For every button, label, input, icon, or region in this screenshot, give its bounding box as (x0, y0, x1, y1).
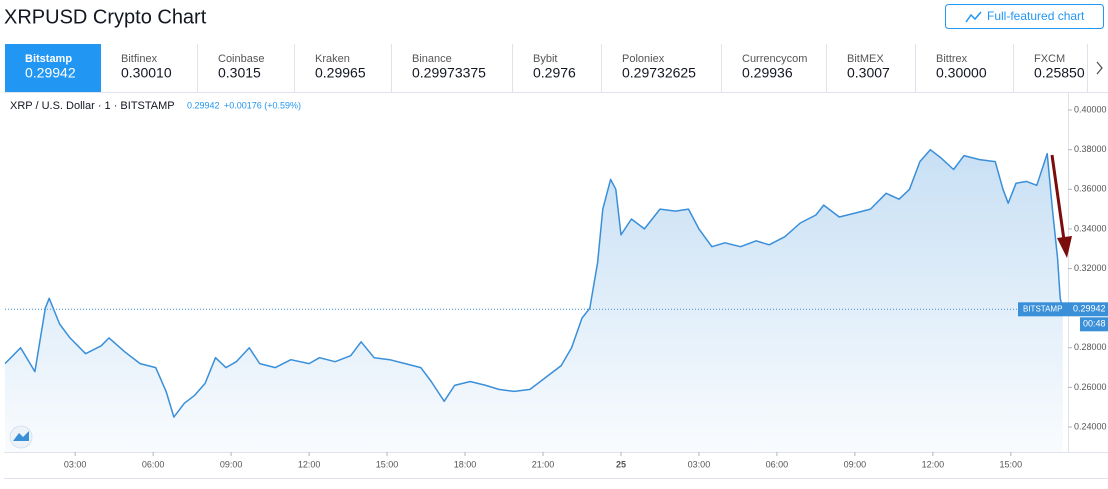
tab-price: 0.25850 (1034, 65, 1085, 81)
tab-name: Bybit (533, 53, 557, 65)
header-price: 0.29942 (187, 100, 220, 110)
tab-name: Binance (412, 53, 452, 65)
tab-name: BitMEX (847, 53, 884, 65)
tab-price: 0.2976 (533, 65, 576, 81)
x-tick-label: 09:00 (844, 459, 867, 469)
exchange-tab[interactable] (602, 44, 722, 92)
price-label-value: 0.29942 (1073, 304, 1106, 314)
y-tick-label: 0.26000 (1074, 382, 1107, 392)
x-tick-label: 03:00 (64, 459, 87, 469)
tab-name: Coinbase (218, 53, 264, 65)
x-tick-label: 15:00 (1000, 459, 1023, 469)
tab-name: Bittrex (936, 53, 968, 65)
annotation-arrow (1050, 154, 1072, 258)
x-tick-label: 06:00 (142, 459, 165, 469)
tab-name: Bitfinex (121, 53, 158, 65)
button-label[interactable]: Full-featured chart (987, 9, 1085, 23)
tabs-next-arrow[interactable] (1096, 61, 1103, 75)
price-label-bg (1018, 302, 1108, 317)
x-tick-label: 09:00 (220, 459, 243, 469)
y-tick-label: 0.36000 (1074, 184, 1107, 194)
exchange-tab[interactable] (1014, 44, 1088, 92)
tab-price: 0.3007 (847, 65, 890, 81)
tab-price: 0.29965 (315, 65, 366, 81)
x-tick-label: 15:00 (376, 459, 399, 469)
x-tick-label: 03:00 (688, 459, 711, 469)
exchange-tab[interactable] (722, 44, 827, 92)
tab-name: Currencycom (742, 53, 807, 65)
y-tick-label: 0.34000 (1074, 223, 1107, 233)
tab-name: Poloniex (622, 53, 665, 65)
y-tick-label: 0.40000 (1074, 104, 1107, 114)
y-tick-label: 0.32000 (1074, 263, 1107, 273)
tab-name: Bitstamp (25, 53, 72, 65)
page-title: XRPUSD Crypto Chart (4, 6, 207, 28)
exchange-tabs: Bitstamp0.29942Bitfinex0.30010Coinbase0.… (5, 44, 1088, 92)
x-tick-label: 12:00 (298, 459, 321, 469)
exchange-tab[interactable] (827, 44, 916, 92)
tab-price: 0.29942 (25, 65, 76, 81)
button-frame[interactable] (945, 4, 1104, 29)
header-change: +0.00176 (+0.59%) (224, 100, 301, 110)
tab-price: 0.29732625 (622, 65, 696, 81)
plot (4, 148, 1068, 452)
exchange-tab[interactable] (198, 44, 295, 92)
button-icon (965, 11, 982, 23)
y-tick-label: 0.24000 (1074, 421, 1107, 431)
countdown-label: 00:48 (1083, 319, 1106, 329)
logo (9, 425, 33, 449)
x-tick-label: 18:00 (454, 459, 477, 469)
full-chart-button[interactable]: Full-featured chart (945, 4, 1104, 29)
exchange-tab[interactable] (513, 44, 602, 92)
price-label-source: BITSTAMP (1023, 304, 1062, 313)
y-tick-label: 0.38000 (1074, 144, 1107, 154)
tab-price: 0.29936 (742, 65, 793, 81)
x-tick-label: 12:00 (922, 459, 945, 469)
tab-price: 0.29973375 (412, 65, 486, 81)
countdown-bg (1080, 317, 1108, 332)
symbol-label: XRP / U.S. Dollar · 1 · BITSTAMP (10, 100, 175, 112)
price-line (4, 148, 1064, 418)
y-tick-label: 0.28000 (1074, 342, 1107, 352)
tab-price: 0.30010 (121, 65, 172, 81)
x-tick-label: 21:00 (532, 459, 555, 469)
tab-name: FXCM (1034, 53, 1065, 65)
exchange-tab[interactable] (101, 44, 198, 92)
exchange-tab[interactable] (392, 44, 513, 92)
exchange-tab[interactable] (5, 44, 101, 92)
exchange-tab[interactable] (916, 44, 1014, 92)
logo-mark (13, 431, 29, 441)
x-tick-label: 06:00 (766, 459, 789, 469)
arrow-head (1057, 236, 1072, 258)
tab-price: 0.3015 (218, 65, 261, 81)
exchange-tab[interactable] (295, 44, 392, 92)
x-tick-label: 25 (616, 459, 626, 469)
arrow-shaft (1050, 154, 1066, 241)
tab-name: Kraken (315, 53, 350, 65)
tab-price: 0.30000 (936, 65, 987, 81)
